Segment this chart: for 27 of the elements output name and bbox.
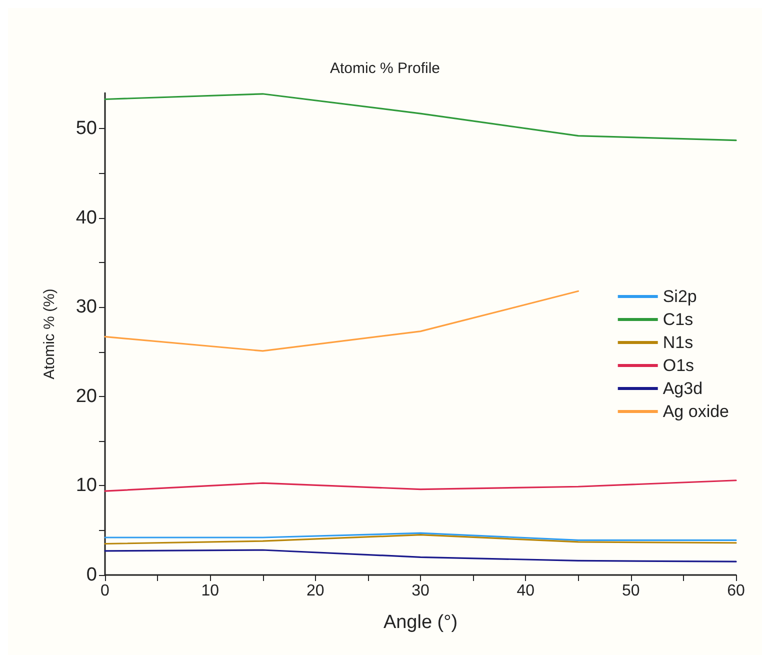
y-tick-label: 0	[86, 564, 97, 586]
legend-label: Ag3d	[662, 379, 703, 398]
y-axis-title: Atomic % (%)	[41, 288, 58, 380]
line-series	[104, 290, 580, 352]
y-tick-label: 50	[76, 118, 97, 140]
legend-label: C1s	[662, 310, 694, 329]
x-axis-title: Angle (°)	[383, 612, 458, 633]
legend-label: O1s	[662, 356, 694, 375]
x-tick-label: 10	[201, 582, 220, 600]
line-series	[104, 480, 737, 492]
y-tick-label: 10	[76, 475, 97, 496]
x-tick-label: 0	[100, 582, 110, 600]
x-tick-label: 50	[622, 582, 640, 600]
line-series	[104, 93, 737, 142]
line-series	[104, 549, 737, 562]
y-tick-label: 20	[76, 386, 97, 407]
legend-label: Ag oxide	[662, 402, 730, 421]
legend-label: N1s	[662, 333, 694, 352]
chart-title: Atomic % Profile	[330, 60, 440, 77]
x-tick-label: 60	[727, 582, 745, 600]
y-tick-label: 40	[76, 207, 97, 228]
x-tick-label: 30	[412, 582, 430, 600]
x-tick-label: 40	[516, 582, 535, 600]
x-tick-label: 20	[306, 582, 324, 600]
legend-label: Si2p	[662, 287, 697, 306]
line-series	[104, 534, 737, 545]
y-tick-label: 30	[76, 296, 97, 318]
